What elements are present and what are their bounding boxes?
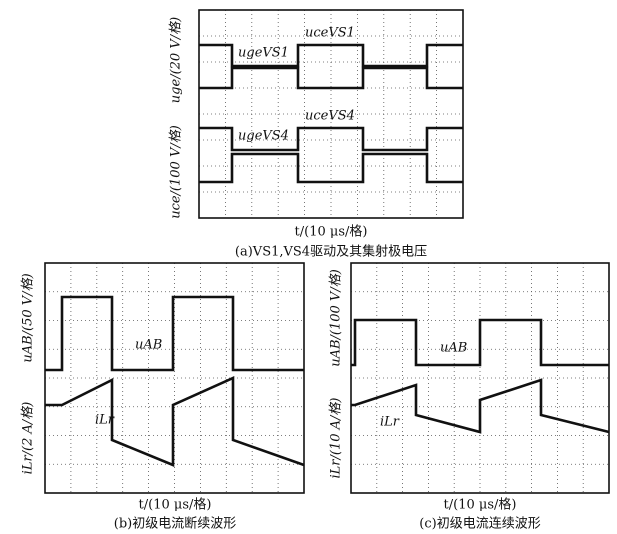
y-label: iLr/(2 A/格) [21, 402, 36, 475]
y-label: uce/(100 V/格) [169, 125, 184, 219]
figure: uce/(100 V/格) uge/(20 V/格) uceVS1 ugeVS1… [0, 0, 617, 534]
y-label: uge/(20 V/格) [169, 17, 184, 103]
trace-label: uAB [135, 338, 162, 353]
x-label: t/(10 μs/格) [295, 224, 368, 240]
caption: (c)初级电流连续波形 [419, 516, 540, 532]
trace-label: uAB [440, 341, 467, 356]
caption: (b)初级电流断续波形 [114, 517, 236, 532]
waveform [351, 320, 609, 365]
trace-label: iLr [380, 415, 400, 430]
x-label: t/(10 μs/格) [444, 497, 517, 513]
caption: (a)VS1,VS4驱动及其集射极电压 [235, 244, 427, 260]
x-label: t/(10 μs/格) [139, 497, 212, 513]
y-label: uAB/(100 V/格) [329, 269, 344, 367]
trace-label: uceVS1 [305, 26, 355, 41]
y-label: iLr/(10 A/格) [329, 398, 344, 479]
trace-label: uceVS4 [305, 109, 355, 124]
trace-label: ugeVS4 [238, 129, 289, 144]
y-label: uAB/(50 V/格) [21, 273, 36, 362]
trace-label: iLr [95, 413, 115, 428]
trace-label: ugeVS1 [238, 46, 289, 61]
